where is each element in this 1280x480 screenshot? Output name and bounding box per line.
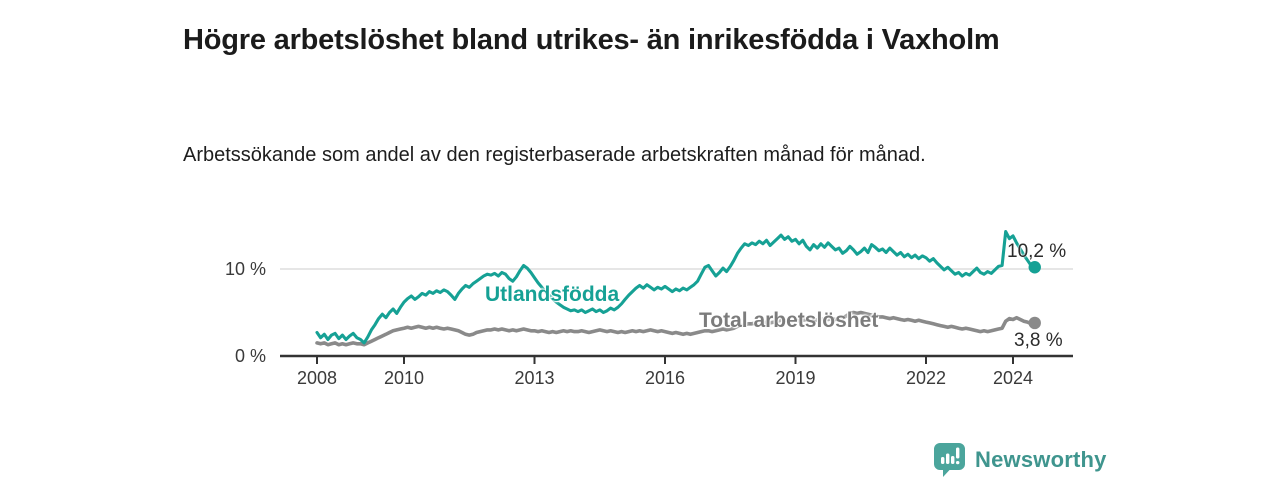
series-label-utlandsfodda: Utlandsfödda	[485, 283, 620, 306]
bar-chart-speech-bubble-icon	[934, 443, 965, 477]
x-tick-label: 2022	[905, 368, 947, 388]
x-tick-label: 2024	[992, 368, 1034, 388]
y-tick-label-10: 10 %	[224, 259, 266, 279]
x-tick-label: 2016	[644, 368, 686, 388]
chart-title: Högre arbetslöshet bland utrikes- än inr…	[183, 24, 1000, 57]
chart-subtitle: Arbetssökande som andel av den registerb…	[183, 144, 926, 166]
x-tick-label: 2013	[514, 368, 555, 388]
series-label-total-arbetsloshet: Total arbetslöshet	[699, 309, 879, 332]
series-end-dot-total	[1028, 316, 1041, 330]
x-tick-label: 2010	[383, 368, 425, 388]
x-tick-label: 2019	[775, 368, 816, 388]
series-line-total	[315, 310, 1037, 347]
y-tick-label-0: 0 %	[234, 346, 266, 366]
end-value-label-utlandsfodda: 10,2 %	[1007, 241, 1067, 262]
newsworthy-wordmark: Newsworthy	[975, 447, 1107, 472]
series-line-utlandsfodda	[315, 230, 1037, 345]
end-value-label-total: 3,8 %	[1014, 330, 1063, 351]
x-tick-label: 2008	[296, 368, 338, 388]
newsworthy-logo[interactable]: Newsworthy	[933, 442, 1107, 478]
series-end-dot-utlandsfodda	[1028, 261, 1041, 274]
